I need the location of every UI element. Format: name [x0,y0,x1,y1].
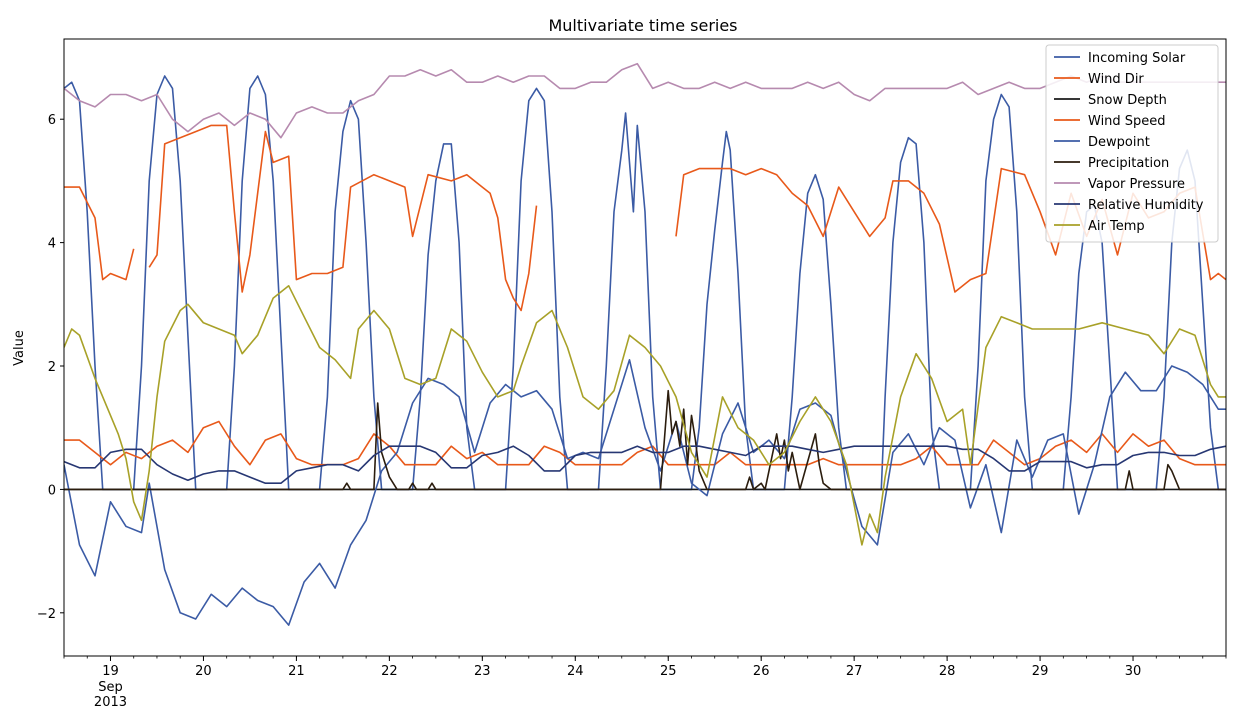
series-line-dewpoint [64,359,1226,626]
x-tick-label: 22 [381,664,398,679]
y-axis-label: Value [12,330,27,366]
y-axis: −2 0 2 4 6 [37,113,64,622]
series-layer [64,62,1226,626]
series-line-relative-humidity [64,445,1226,484]
x-tick-label: 20 [195,664,212,679]
x-tick-label: 23 [474,664,491,679]
legend-box [1045,44,1219,243]
y-tick-label: −2 [37,607,56,622]
x-tick-label: 24 [567,664,584,679]
legend: Incoming Solar Wind Dir Snow Depth Wind Spe… [1045,44,1219,243]
legend-label-air-temp: Air Temp [1088,219,1145,234]
legend-label-snow-depth: Snow Depth [1088,93,1167,108]
legend-label-wind-dir: Wind Dir [1088,72,1144,87]
x-tick-label: 25 [660,664,677,679]
x-tick-label: 19 [102,664,119,679]
y-tick-label: 0 [48,483,56,498]
series-line-air-temp [64,285,1226,546]
y-tick-label: 2 [48,360,56,375]
y-tick-label: 4 [48,237,56,252]
legend-label-incoming-solar: Incoming Solar [1088,51,1186,66]
chart-title: Multivariate time series [548,16,737,35]
x-tick-secondary-label: 2013 [94,695,127,710]
legend-label-dewpoint: Dewpoint [1088,135,1150,150]
legend-label-precipitation: Precipitation [1088,156,1169,171]
series-line-wind-speed [64,420,1226,466]
x-tick-label: 29 [1032,664,1049,679]
series-line-incoming-solar [64,75,1226,491]
series-line-precipitation [64,389,1226,491]
legend-label-wind-speed: Wind Speed [1088,114,1166,129]
x-tick-secondary-label: Sep [98,680,123,695]
legend-label-vapor-pressure: Vapor Pressure [1088,177,1185,192]
x-tick-label: 30 [1125,664,1142,679]
x-tick-label: 27 [846,664,863,679]
x-tick-label: 28 [939,664,956,679]
legend-label-relative-humidity: Relative Humidity [1088,198,1204,213]
x-tick-label: 26 [753,664,770,679]
y-tick-label: 6 [48,113,56,128]
x-tick-label: 21 [288,664,305,679]
series-line-vapor-pressure [64,62,1226,139]
